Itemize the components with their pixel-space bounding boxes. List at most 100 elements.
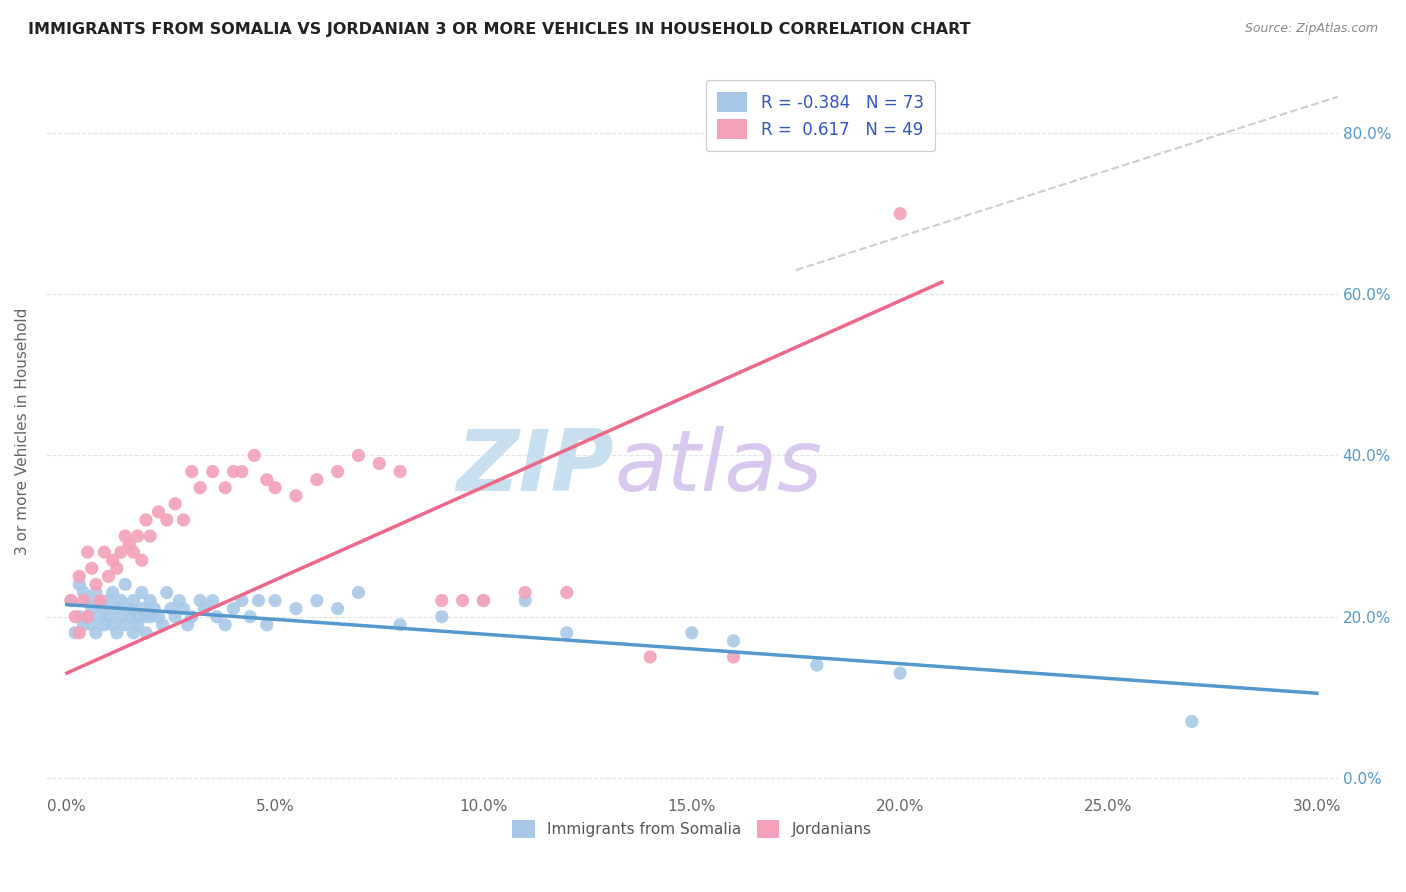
Point [305,473,328,487]
Point [139,593,162,607]
Point [430,593,453,607]
Point [638,650,661,665]
Point [180,609,202,624]
Point [148,505,170,519]
Point [97,569,120,583]
Point [135,513,157,527]
Point [806,658,828,673]
Point [118,609,141,624]
Point [201,465,224,479]
Point [105,561,128,575]
Point [63,609,86,624]
Point [243,449,266,463]
Point [127,529,149,543]
Point [118,537,141,551]
Point [110,593,132,607]
Point [222,601,245,615]
Point [131,601,153,615]
Point [84,585,107,599]
Point [256,617,278,632]
Point [59,593,82,607]
Point [139,529,162,543]
Point [110,545,132,559]
Text: Source: ZipAtlas.com: Source: ZipAtlas.com [1244,22,1378,36]
Point [105,601,128,615]
Point [122,593,145,607]
Point [513,585,536,599]
Point [347,585,370,599]
Point [59,593,82,607]
Point [264,593,287,607]
Point [143,601,166,615]
Point [114,617,136,632]
Point [305,593,328,607]
Point [193,601,215,615]
Point [101,553,124,567]
Point [72,617,94,632]
Point [156,585,179,599]
Point [169,593,191,607]
Point [76,609,98,624]
Point [176,617,198,632]
Point [80,617,103,632]
Point [555,585,578,599]
Point [127,609,149,624]
Point [76,593,98,607]
Point [72,593,94,607]
Point [723,633,745,648]
Point [131,553,153,567]
Point [1181,714,1204,729]
Point [110,609,132,624]
Point [326,601,349,615]
Point [247,593,270,607]
Point [214,617,236,632]
Point [172,601,194,615]
Point [93,545,115,559]
Point [72,585,94,599]
Point [131,585,153,599]
Point [80,561,103,575]
Point [889,666,911,681]
Point [165,609,187,624]
Point [472,593,495,607]
Point [264,481,287,495]
Point [389,465,412,479]
Text: ZIP: ZIP [457,426,614,509]
Y-axis label: 3 or more Vehicles in Household: 3 or more Vehicles in Household [15,308,30,555]
Point [156,513,179,527]
Legend: Immigrants from Somalia, Jordanians: Immigrants from Somalia, Jordanians [506,814,877,845]
Point [67,569,90,583]
Point [89,593,111,607]
Point [135,609,157,624]
Point [513,593,536,607]
Point [214,481,236,495]
Point [63,625,86,640]
Point [89,593,111,607]
Point [451,593,474,607]
Point [148,609,170,624]
Point [285,489,308,503]
Point [205,609,228,624]
Point [180,465,202,479]
Point [222,465,245,479]
Point [326,465,349,479]
Point [114,529,136,543]
Point [139,609,162,624]
Point [347,449,370,463]
Point [67,577,90,591]
Point [84,625,107,640]
Point [118,601,141,615]
Point [97,593,120,607]
Point [231,593,253,607]
Point [89,609,111,624]
Point [152,617,174,632]
Point [84,577,107,591]
Point [285,601,308,615]
Point [555,625,578,640]
Point [681,625,703,640]
Point [201,593,224,607]
Point [231,465,253,479]
Point [67,609,90,624]
Point [105,625,128,640]
Point [256,473,278,487]
